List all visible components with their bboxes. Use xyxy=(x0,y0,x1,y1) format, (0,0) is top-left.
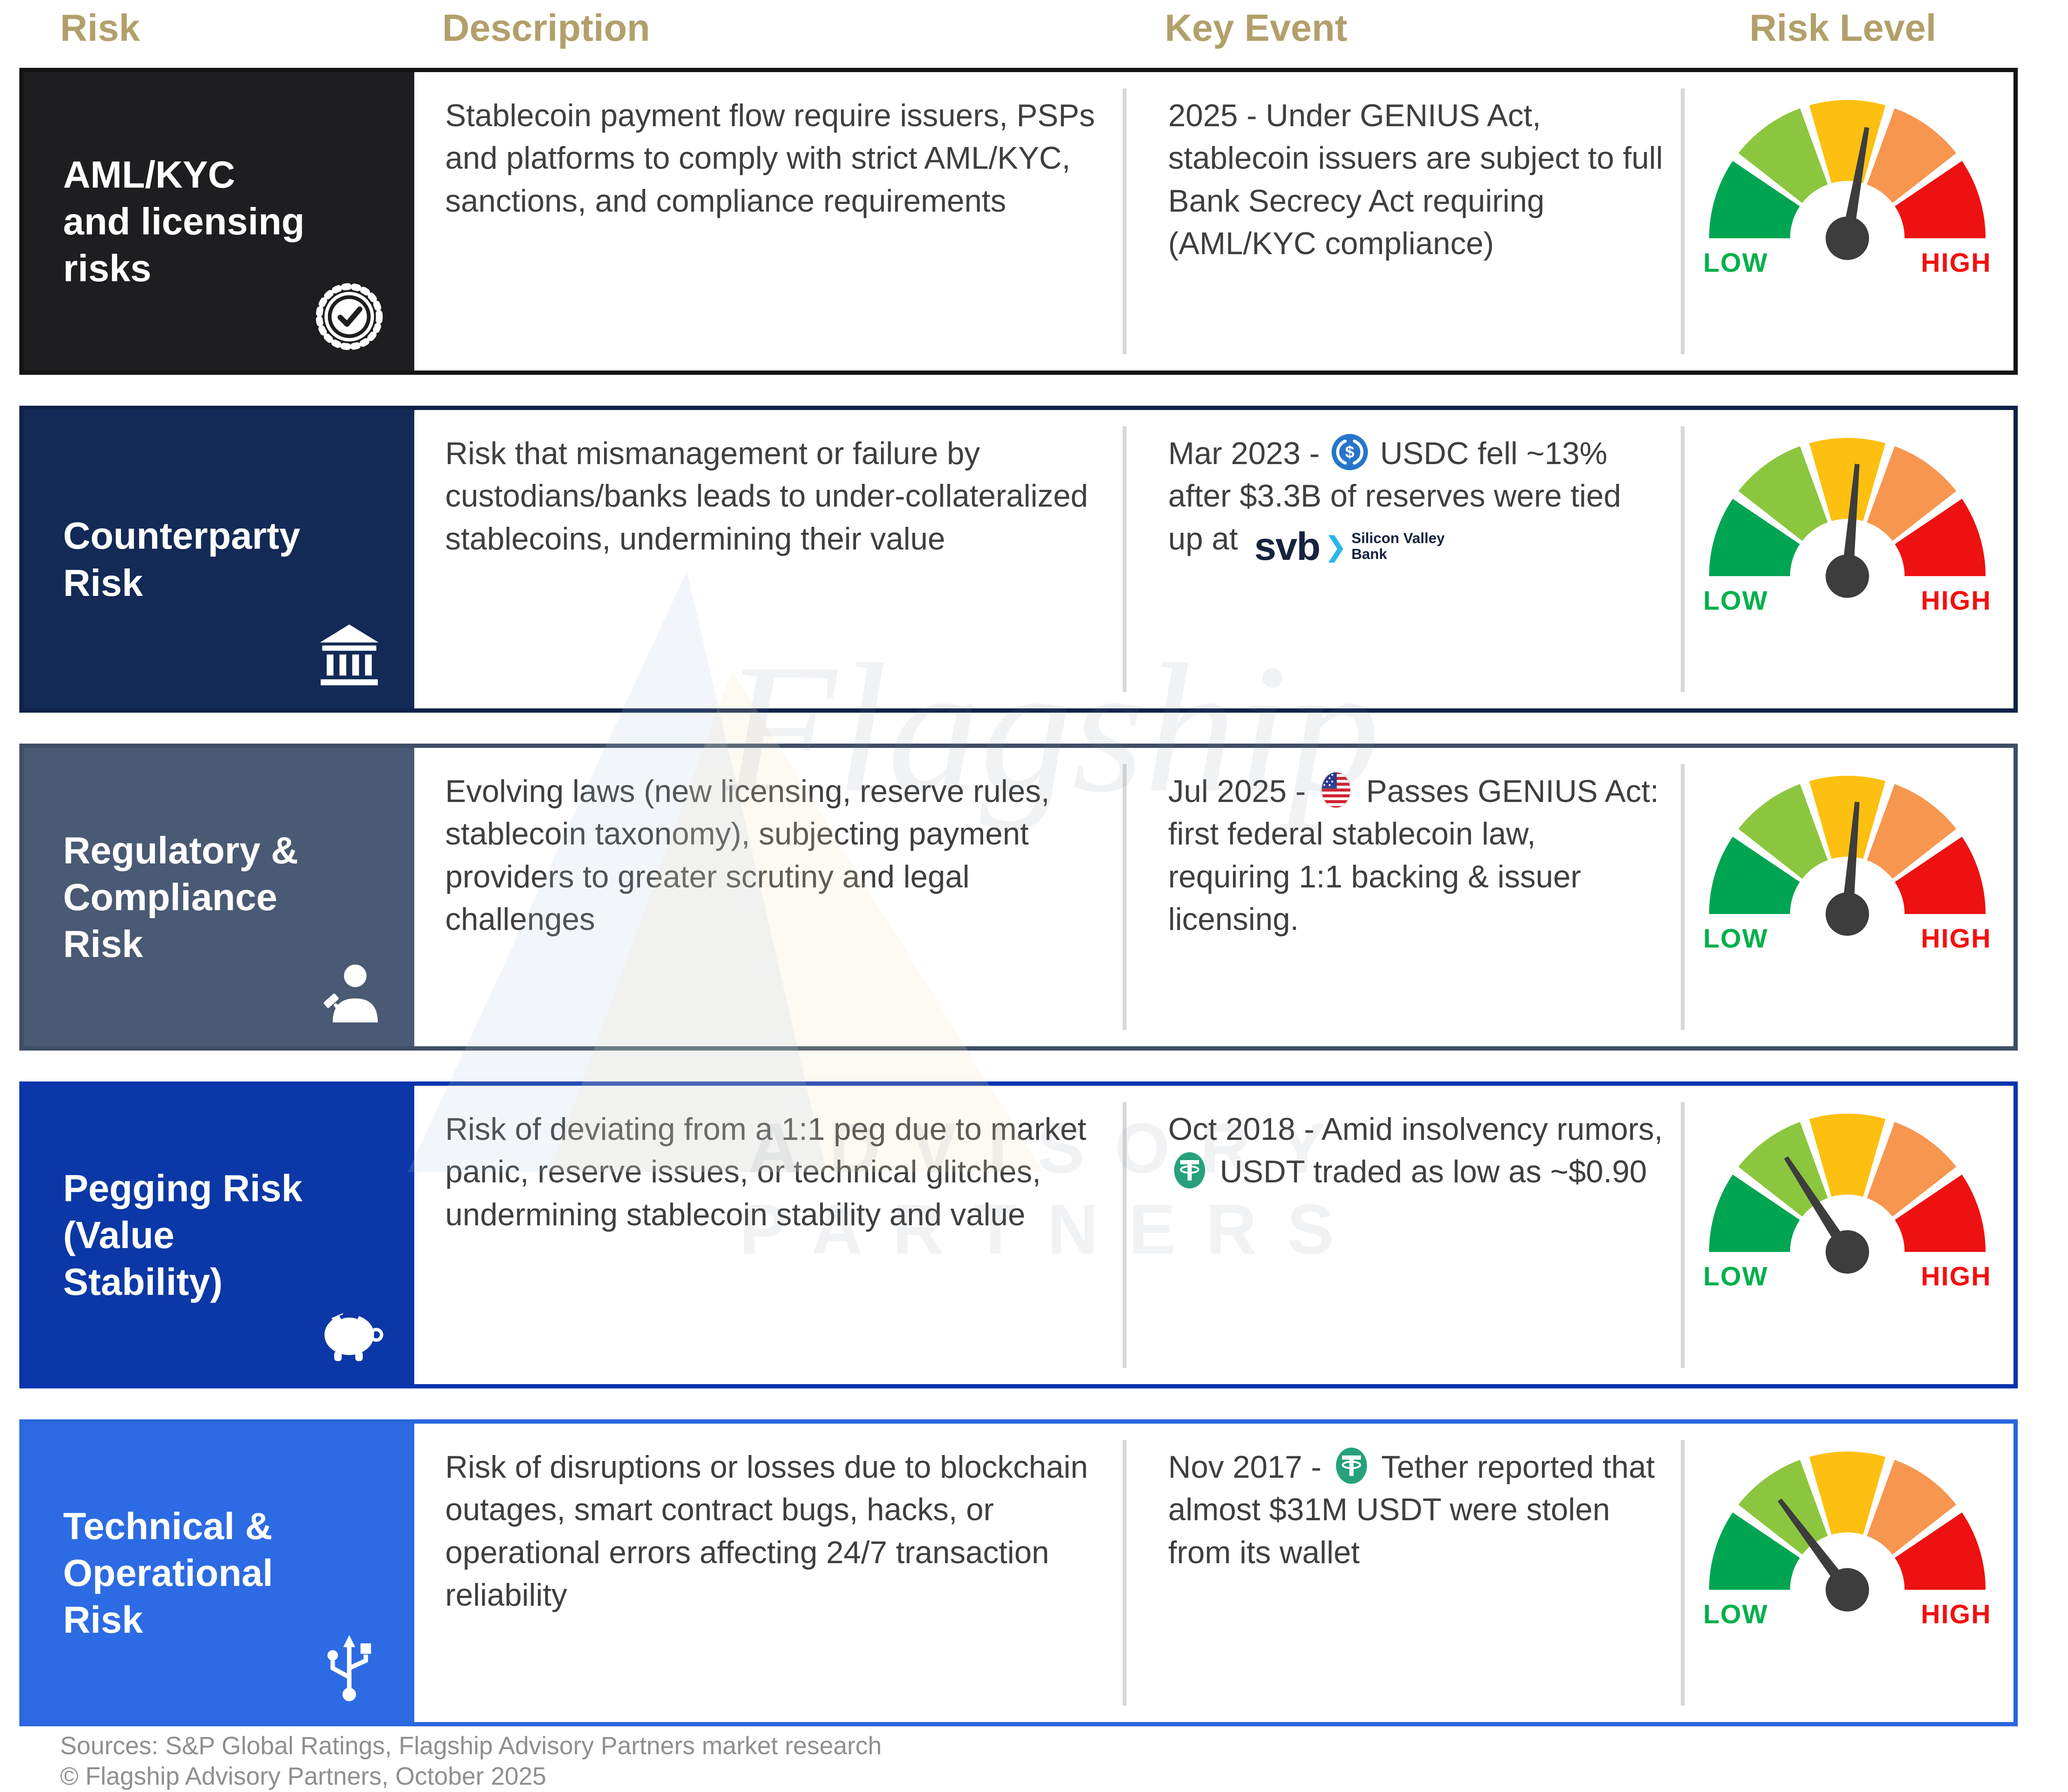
description-text: Stablecoin payment flow require issuers,… xyxy=(445,98,1095,219)
gauge-low-label: LOW xyxy=(1703,586,1768,614)
gauge-high-label: HIGH xyxy=(1921,586,1991,614)
key-event-text: Nov 2017 - Tether reported that almost $… xyxy=(1168,1446,1664,1574)
footer: Sources: S&P Global Ratings, Flagship Ad… xyxy=(60,1731,882,1792)
gauge-low-label: LOW xyxy=(1703,1262,1768,1289)
key-event-text: Jul 2025 - xyxy=(1168,770,1664,941)
description-cell: Risk of disruptions or losses due to blo… xyxy=(414,1424,1123,1722)
risk-gauge: LOW HIGH xyxy=(1703,437,1991,614)
key-event-cell: Mar 2023 - $ USDC fell ~13% after $3.3B … xyxy=(1123,410,1681,708)
gauge-needle xyxy=(1825,127,1869,260)
gauge-slot: LOW HIGH xyxy=(1699,1104,1995,1289)
key-event-cell: 2025 - Under GENIUS Act, stablecoin issu… xyxy=(1123,72,1681,371)
key-event-text: Mar 2023 - $ USDC fell ~13% after $3.3B … xyxy=(1168,432,1664,566)
description-cell: Stablecoin payment flow require issuers,… xyxy=(414,72,1123,371)
risk-label-cell: Pegging Risk (Value Stability) xyxy=(24,1086,414,1384)
risk-icon-slot xyxy=(312,955,387,1030)
piggy-bank-icon xyxy=(324,1313,383,1361)
risk-icon-slot xyxy=(312,617,387,692)
description-text: Risk of disruptions or losses due to blo… xyxy=(445,1450,1088,1613)
risk-label-cell: AML/KYC and licensing risks xyxy=(24,72,414,371)
risk-level-cell: LOW HIGH xyxy=(1681,72,2013,371)
gauge-low-label: LOW xyxy=(1703,248,1768,276)
gauge-high-label: HIGH xyxy=(1921,1600,1991,1627)
gauge-high-label: HIGH xyxy=(1921,1262,1991,1289)
footer-copyright: © Flagship Advisory Partners, October 20… xyxy=(60,1762,547,1790)
risk-level-cell: LOW HIGH xyxy=(1681,410,2013,708)
gauge-slot: LOW HIGH xyxy=(1699,1442,1995,1627)
risk-title: AML/KYC and licensing risks xyxy=(63,153,305,290)
key-event-cell: Oct 2018 - Amid insolvency rumors, USDT … xyxy=(1123,1086,1681,1384)
table-row-counterparty: Counterparty Risk Risk that mismanagemen… xyxy=(19,406,2018,713)
gauge-needle xyxy=(1784,1156,1869,1274)
gauge-high-label: HIGH xyxy=(1921,924,1991,951)
svb-chevron-icon: ❯ xyxy=(1324,531,1347,562)
footer-sources: Sources: S&P Global Ratings, Flagship Ad… xyxy=(60,1732,882,1760)
risk-level-cell: LOW HIGH xyxy=(1681,1424,2013,1722)
risk-table: AML/KYC and licensing risks Stablecoin p… xyxy=(19,68,2018,1757)
description-cell: Evolving laws (new licensing, reserve ru… xyxy=(414,748,1123,1046)
gauge-slot: LOW HIGH xyxy=(1699,766,1995,951)
tether-icon xyxy=(1171,1151,1209,1189)
table-row-technical: Technical & Operational Risk Risk of dis… xyxy=(19,1419,2018,1726)
table-row-regulatory: Regulatory & Compliance Risk Evolving la… xyxy=(19,744,2018,1051)
risk-gauge: LOW HIGH xyxy=(1703,100,1991,276)
description-text: Risk of deviating from a 1:1 peg due to … xyxy=(445,1112,1087,1232)
usdc-icon: $ xyxy=(1331,433,1369,471)
judge-icon xyxy=(323,964,378,1023)
tether-icon xyxy=(1333,1447,1370,1485)
us-flag-icon xyxy=(1317,771,1355,809)
risk-level-cell: LOW HIGH xyxy=(1681,1086,2013,1384)
gauge-slot: LOW HIGH xyxy=(1699,90,1995,276)
risk-title: Counterparty Risk xyxy=(63,514,301,604)
svb-wordmark: svb xyxy=(1254,524,1321,568)
risk-icon-slot xyxy=(312,279,387,354)
risk-title: Pegging Risk (Value Stability) xyxy=(63,1166,303,1303)
key-event-text: Oct 2018 - Amid insolvency rumors, USDT … xyxy=(1168,1112,1663,1190)
header-risk-level: Risk Level xyxy=(1749,6,1937,49)
certificate-icon xyxy=(316,283,383,350)
header-key-event: Key Event xyxy=(1165,6,1348,49)
svb-logo: svb ❯ Silicon Valley Bank xyxy=(1254,527,1445,566)
risk-label-cell: Technical & Operational Risk xyxy=(24,1424,414,1722)
key-event-text: 2025 - Under GENIUS Act, stablecoin issu… xyxy=(1168,98,1663,261)
risk-icon-slot xyxy=(312,1293,387,1368)
gauge-low-label: LOW xyxy=(1703,1600,1768,1627)
key-event-cell: Nov 2017 - Tether reported that almost $… xyxy=(1123,1424,1681,1722)
header-risk: Risk xyxy=(60,6,140,49)
svb-name: Silicon Valley Bank xyxy=(1351,530,1445,562)
svg-text:$: $ xyxy=(1345,443,1355,462)
gauge-needle xyxy=(1777,1498,1869,1612)
table-row-aml-kyc: AML/KYC and licensing risks Stablecoin p… xyxy=(19,68,2018,375)
table-header: Risk Description Key Event Risk Level xyxy=(19,6,2018,50)
description-text: Risk that mismanagement or failure by cu… xyxy=(445,436,1088,556)
gauge-high-label: HIGH xyxy=(1921,248,1991,276)
risk-title: Technical & Operational Risk xyxy=(63,1504,273,1641)
risk-label-cell: Counterparty Risk xyxy=(24,410,414,708)
risk-gauge: LOW HIGH xyxy=(1703,775,1991,951)
description-text: Evolving laws (new licensing, reserve ru… xyxy=(445,774,1050,937)
risk-title: Regulatory & Compliance Risk xyxy=(63,829,298,966)
risk-icon-slot xyxy=(312,1631,387,1706)
gauge-low-label: LOW xyxy=(1703,924,1768,951)
bank-icon xyxy=(320,624,379,686)
header-description: Description xyxy=(442,6,650,49)
key-event-cell: Jul 2025 - xyxy=(1123,748,1681,1046)
table-row-pegging: Pegging Risk (Value Stability) Risk of d… xyxy=(19,1081,2018,1388)
risk-level-cell: LOW HIGH xyxy=(1681,748,2013,1046)
usb-icon xyxy=(327,1635,371,1701)
risk-gauge: LOW HIGH xyxy=(1703,1113,1991,1289)
gauge-slot: LOW HIGH xyxy=(1699,428,1995,614)
risk-gauge: LOW HIGH xyxy=(1703,1451,1991,1627)
risk-label-cell: Regulatory & Compliance Risk xyxy=(24,748,414,1046)
description-cell: Risk that mismanagement or failure by cu… xyxy=(414,410,1123,708)
gauge-needle xyxy=(1825,802,1869,936)
gauge-needle xyxy=(1825,464,1869,598)
description-cell: Risk of deviating from a 1:1 peg due to … xyxy=(414,1086,1123,1384)
